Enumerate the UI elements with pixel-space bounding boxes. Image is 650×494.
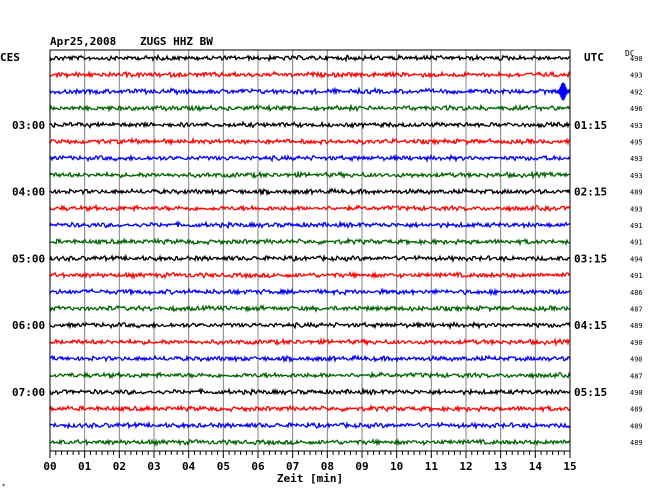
x-tick-label: 07 <box>286 460 299 473</box>
x-tick-label: 12 <box>459 460 472 473</box>
trace-19 <box>49 370 571 380</box>
dc-value: 489 <box>630 189 643 197</box>
x-tick-label: 09 <box>355 460 368 473</box>
trace-20 <box>49 387 571 397</box>
trace-9 <box>49 203 571 213</box>
dc-value: 491 <box>630 272 643 280</box>
x-tick-label: 04 <box>182 460 196 473</box>
dc-label: DC <box>625 49 635 58</box>
right-hour-label: 03:15 <box>574 252 607 265</box>
event-group <box>555 82 570 101</box>
trace-21 <box>49 403 571 414</box>
trace-4 <box>49 120 571 130</box>
dc-value: 493 <box>630 205 643 213</box>
left-hour-label: 06:00 <box>12 319 45 332</box>
x-tick-label: 00 <box>43 460 56 473</box>
dc-value: 489 <box>630 422 643 430</box>
right-hour-label: 02:15 <box>574 186 607 199</box>
trace-11 <box>49 236 571 247</box>
trace-6 <box>49 153 571 164</box>
trace-15 <box>49 303 571 314</box>
trace-23 <box>49 437 571 447</box>
trace-1 <box>49 70 571 80</box>
dc-value: 493 <box>630 172 643 180</box>
dc-values: 490 493 492 496 493 495 493 493 489 493 491 491 494 4… <box>630 55 643 447</box>
trace-13 <box>49 270 571 280</box>
x-tick-label: 14 <box>529 460 543 473</box>
event-marker <box>560 88 567 95</box>
trace-16 <box>49 320 571 331</box>
trace-17 <box>49 337 571 347</box>
dc-value: 486 <box>630 289 643 297</box>
left-hour-label: 07:00 <box>12 386 45 399</box>
dc-value: 491 <box>630 222 643 230</box>
dc-value: 492 <box>630 88 643 96</box>
corner-mark: * <box>2 483 6 490</box>
x-tick-label: 05 <box>217 460 230 473</box>
trace-18 <box>49 354 571 364</box>
right-hour-label: 05:15 <box>574 386 607 399</box>
x-tick-label: 03 <box>147 460 160 473</box>
dc-value: 489 <box>630 439 643 447</box>
dc-value: 493 <box>630 122 643 130</box>
dc-value: 489 <box>630 322 643 330</box>
dc-value: 490 <box>630 339 643 347</box>
left-zone-label: CES <box>0 51 20 64</box>
dc-value: 490 <box>630 55 643 63</box>
grid-lines <box>84 50 536 451</box>
header-date: Apr25,2008 <box>50 35 116 48</box>
dc-value: 490 <box>630 389 643 397</box>
x-tick-label: 10 <box>390 460 403 473</box>
trace-2 <box>49 86 571 97</box>
trace-14 <box>49 287 571 297</box>
dc-value: 493 <box>630 155 643 163</box>
x-tick-label: 06 <box>251 460 265 473</box>
hour-labels: 03:00 04:00 05:00 06:00 07:00 01:15 02:15 03:15… <box>12 119 607 399</box>
dc-value: 490 <box>630 356 643 364</box>
x-axis-label: Zeit [min] <box>277 472 343 485</box>
dc-value: 491 <box>630 239 643 247</box>
trace-10 <box>49 220 571 230</box>
trace-0 <box>49 53 571 63</box>
trace-group <box>49 53 571 447</box>
dc-value: 495 <box>630 139 643 147</box>
dc-value: 487 <box>630 306 643 314</box>
trace-3 <box>49 103 571 113</box>
dc-value: 496 <box>630 105 643 113</box>
dc-value: 493 <box>630 72 643 80</box>
trace-5 <box>49 136 571 147</box>
header-station: ZUGS HHZ BW <box>140 35 213 48</box>
trace-7 <box>49 170 571 180</box>
right-hour-label: 04:15 <box>574 319 607 332</box>
right-zone-label: UTC <box>584 51 604 64</box>
left-hour-label: 03:00 <box>12 119 45 132</box>
left-hour-label: 05:00 <box>12 252 45 265</box>
x-tick-label: 08 <box>321 460 334 473</box>
x-tick-label: 11 <box>425 460 439 473</box>
dc-value: 494 <box>630 255 643 263</box>
x-tick-label: 15 <box>563 460 576 473</box>
left-hour-label: 04:00 <box>12 186 45 199</box>
x-tick-label: 13 <box>494 460 507 473</box>
trace-22 <box>49 420 571 430</box>
x-tick-label: 01 <box>78 460 92 473</box>
trace-12 <box>49 253 571 263</box>
trace-8 <box>49 187 571 197</box>
x-tick-label: 02 <box>113 460 126 473</box>
x-axis: 00 01 02 03 04 05 06 07 08 09 10 11 12 13 14 15 <box>43 451 577 473</box>
right-hour-label: 01:15 <box>574 119 607 132</box>
dc-value: 487 <box>630 372 643 380</box>
dc-value: 489 <box>630 406 643 414</box>
